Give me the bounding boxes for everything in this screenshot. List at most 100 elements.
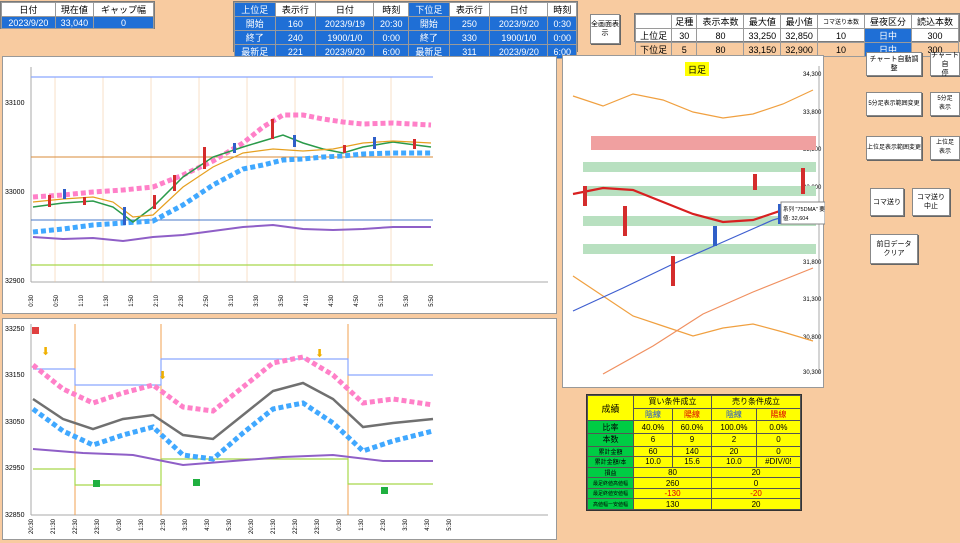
stats-pos: 陽線 xyxy=(672,407,713,422)
session-header: 時刻 xyxy=(373,2,410,17)
stats-cell: 140 xyxy=(672,445,713,458)
x-tick: 3:30 xyxy=(183,518,189,530)
stats-cell: 6 xyxy=(632,432,674,447)
stats-cell: 0.0% xyxy=(755,420,802,434)
y-tick: 32950 xyxy=(5,465,25,472)
orange-ma-line xyxy=(32,140,432,218)
fullscreen-button[interactable]: 全画面表示 xyxy=(590,14,620,44)
down-arrow-icon: ⬇ xyxy=(158,370,167,382)
bars-cell[interactable]: 日中 xyxy=(863,28,912,43)
5min-display-button[interactable]: 5分足 表示 xyxy=(930,92,960,116)
buy-signal-icon xyxy=(381,487,388,494)
session-cell: 311 xyxy=(448,44,491,59)
bars-cell[interactable]: 10 xyxy=(816,28,865,43)
sell-signal-icon xyxy=(32,327,39,334)
5min-range-button[interactable]: 5分足表示範囲変更 xyxy=(866,92,922,116)
x-ticks: 0:30 0:50 1:10 1:30 1:50 2:10 2:30 2:50 … xyxy=(29,294,435,306)
stats-cell: 40.0% xyxy=(632,420,674,434)
x-tick: 1:30 xyxy=(104,294,110,306)
stats-cell: 15.6 xyxy=(672,456,713,468)
candles xyxy=(48,119,416,225)
session-cell: 2023/9/19 xyxy=(315,16,375,31)
session-cell[interactable]: 240 xyxy=(274,30,317,45)
bars-header: 読込本数 xyxy=(910,14,960,29)
bars-cell[interactable]: 10 xyxy=(816,42,865,57)
x-tick: 20:30 xyxy=(249,518,255,534)
x-tick: 5:30 xyxy=(404,294,410,306)
session-cell: 0:00 xyxy=(547,30,577,45)
stats-label: 比率 xyxy=(587,420,634,434)
cyan-band xyxy=(32,150,431,235)
upper-range-button[interactable]: 上位足表示範囲変更 xyxy=(866,136,922,160)
x-tick: 0:50 xyxy=(54,294,60,306)
stats-neg: 陰線 xyxy=(711,407,757,422)
y-tick: 33100 xyxy=(5,100,25,107)
session-header: 表示行 xyxy=(448,2,491,17)
stats-cell: #DIV/0! xyxy=(755,456,802,468)
step-forward-button[interactable]: コマ送り xyxy=(870,188,904,216)
stats-cell: 10.0 xyxy=(632,456,674,468)
stats-cell: 60 xyxy=(632,445,674,458)
grey-ma-line xyxy=(32,381,434,441)
session-cell: 最新足 xyxy=(408,44,450,59)
session-cell: 2023/9/20 xyxy=(489,16,549,31)
session-cell[interactable]: 250 xyxy=(448,16,491,31)
stats-cell: 130 xyxy=(632,498,713,510)
session-cell[interactable]: 160 xyxy=(274,16,317,31)
chart-stop-button[interactable]: チャート自 停 xyxy=(930,51,960,77)
lower-bollinger xyxy=(572,275,814,342)
stats-label: 累計金額 xyxy=(587,445,634,458)
session-cell: 開始 xyxy=(408,16,450,31)
session-table: 上位足 表示行 日付 時刻 下位足 表示行 日付 時刻 開始 160 2023/… xyxy=(233,1,578,59)
upper-step-line xyxy=(33,358,433,386)
upper-display-button[interactable]: 上位足 表示 xyxy=(930,136,960,160)
status-header: ギャップ幅 xyxy=(92,2,155,17)
status-gap: 0 xyxy=(92,16,155,29)
session-cell[interactable]: 330 xyxy=(448,30,491,45)
resistance-zone xyxy=(591,136,816,150)
stats-cell: 2 xyxy=(711,432,757,447)
stats-cell: 260 xyxy=(632,477,713,489)
x-tick: 22:30 xyxy=(293,518,299,534)
x-ticks: 20:30 21:30 22:30 23:30 0:30 1:30 2:30 3… xyxy=(29,518,453,534)
session-cell: 20:30 xyxy=(373,16,410,31)
y-tick: 34,300 xyxy=(803,72,822,78)
stats-cell: -20 xyxy=(711,487,801,500)
bars-cell[interactable]: 80 xyxy=(696,28,745,43)
cyan-band xyxy=(31,400,434,462)
x-tick: 21:30 xyxy=(271,518,277,534)
bars-cell[interactable]: 5 xyxy=(671,42,698,57)
clear-previous-button[interactable]: 前日データ クリア xyxy=(870,234,918,264)
status-date: 2023/9/20 xyxy=(1,16,56,29)
session-header: 日付 xyxy=(489,2,549,17)
chart-auto-adjust-button[interactable]: チャート自動調整 xyxy=(866,52,922,76)
green-ma-line xyxy=(32,134,432,223)
x-tick: 5:10 xyxy=(379,294,385,306)
x-tick: 2:50 xyxy=(204,294,210,306)
down-arrow-icon: ⬇ xyxy=(315,348,324,360)
chart-5min-top-svg: 33100 33000 32900 0:30 0:50 1:10 1:30 1:… xyxy=(5,67,548,307)
stats-label: 最足終値高値幅 xyxy=(587,477,634,489)
chart-daily[interactable]: 日足 34,300 33,800 33,300 32,800 31,800 31… xyxy=(562,55,839,388)
chart-5min-bottom-svg: 33250 33150 33050 32950 32850 ⬇ ⬇ ⬇ 20:3… xyxy=(5,324,548,534)
zone-band xyxy=(583,216,816,226)
y-tick: 33250 xyxy=(5,326,25,333)
stats-cell: 100.0% xyxy=(711,420,757,434)
x-tick: 3:50 xyxy=(279,294,285,306)
session-header: 上位足 xyxy=(234,2,276,17)
bars-cell[interactable]: 300 xyxy=(910,28,960,43)
step-stop-button[interactable]: コマ送り 中止 xyxy=(912,188,950,216)
session-header: 表示行 xyxy=(274,2,317,17)
stats-label: 最足終値安値幅 xyxy=(587,487,634,500)
y-tick: 33050 xyxy=(5,419,25,426)
session-cell: 0:30 xyxy=(547,16,577,31)
session-cell: 1900/1/0 xyxy=(315,30,375,45)
y-tick: 31,800 xyxy=(803,260,822,266)
bars-header xyxy=(634,14,673,29)
chart-5min-bottom[interactable]: 33250 33150 33050 32950 32850 ⬇ ⬇ ⬇ 20:3… xyxy=(2,318,557,540)
x-tick: 2:30 xyxy=(161,518,167,530)
bars-cell[interactable]: 30 xyxy=(671,28,698,43)
gridlines xyxy=(54,77,392,282)
stats-cell: 0 xyxy=(755,445,802,458)
chart-5min-top[interactable]: 33100 33000 32900 0:30 0:50 1:10 1:30 1:… xyxy=(2,56,557,314)
